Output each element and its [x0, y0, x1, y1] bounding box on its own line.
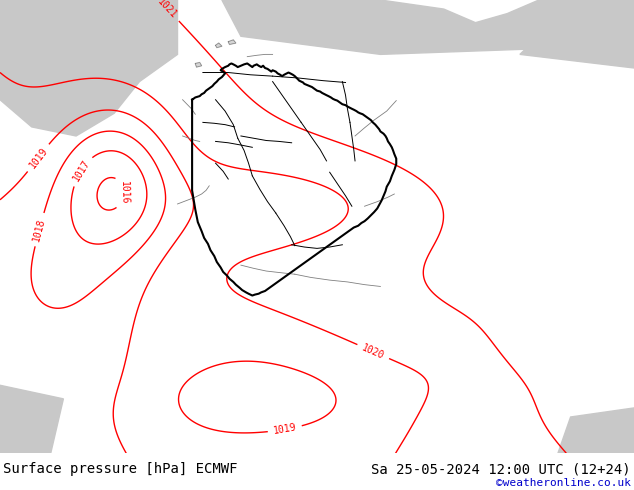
Text: Sa 25-05-2024 12:00 UTC (12+24): Sa 25-05-2024 12:00 UTC (12+24) [371, 463, 631, 476]
Polygon shape [216, 43, 222, 48]
Polygon shape [0, 0, 178, 136]
Text: 1019: 1019 [273, 422, 297, 436]
Polygon shape [0, 385, 63, 453]
Text: 1020: 1020 [361, 343, 386, 361]
Text: 1018: 1018 [32, 217, 47, 242]
Text: 1021: 1021 [155, 0, 179, 21]
Text: 1019: 1019 [27, 146, 49, 170]
Text: Surface pressure [hPa] ECMWF: Surface pressure [hPa] ECMWF [3, 463, 238, 476]
Polygon shape [195, 63, 202, 67]
Polygon shape [222, 0, 634, 54]
Text: 1017: 1017 [70, 158, 91, 183]
Polygon shape [228, 40, 236, 45]
Text: ©weatheronline.co.uk: ©weatheronline.co.uk [496, 478, 631, 488]
Polygon shape [558, 408, 634, 453]
Text: 1016: 1016 [119, 181, 129, 204]
Polygon shape [520, 0, 634, 68]
